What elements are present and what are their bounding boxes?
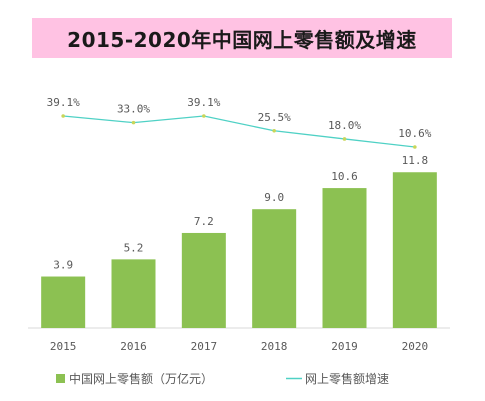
bar-value-label-2016: 5.2 [124, 241, 144, 254]
growth-point-2018 [272, 128, 276, 133]
growth-label-2020: 10.6% [398, 127, 431, 140]
x-tick-2018: 2018 [261, 340, 288, 353]
x-tick-2015: 2015 [50, 340, 77, 353]
line-series [61, 114, 417, 149]
chart-title: 2015-2020年中国网上零售额及增速 [67, 27, 417, 52]
legend-bar-swatch [56, 374, 65, 383]
legend: 中国网上零售额（万亿元） 网上零售额增速 [56, 371, 389, 386]
bar-2018 [252, 209, 297, 328]
bar-2017 [181, 232, 226, 328]
x-tick-2016: 2016 [120, 340, 147, 353]
growth-point-2019 [342, 137, 347, 141]
bar-series [41, 172, 437, 328]
bar-2019 [322, 188, 367, 328]
growth-point-2017 [202, 114, 206, 118]
chart-title-banner: 2015-2020年中国网上零售额及增速 [32, 18, 452, 58]
growth-point-2020 [413, 145, 417, 149]
bar-value-labels: 3.9 5.2 7.2 9.0 10.6 11.8 [53, 154, 428, 271]
bar-2015 [41, 276, 86, 328]
growth-point-2015 [61, 114, 65, 118]
bar-2016 [111, 259, 156, 328]
x-tick-labels: 2015 2016 2017 2018 2019 2020 [50, 340, 428, 353]
bar-value-label-2018: 9.0 [264, 191, 284, 204]
growth-point-2016 [131, 120, 136, 125]
bar-value-label-2017: 7.2 [194, 215, 214, 228]
bar-value-label-2015: 3.9 [53, 259, 73, 272]
x-tick-2019: 2019 [331, 340, 358, 353]
growth-line [63, 115, 415, 148]
x-tick-2020: 2020 [402, 340, 429, 353]
legend-line-label: 网上零售额增速 [305, 371, 389, 386]
line-value-labels: 39.1% 33.0% 39.1% 25.5% 18.0% 10.6% [47, 96, 432, 140]
growth-label-2016: 33.0% [117, 103, 150, 116]
bar-value-label-2019: 10.6 [331, 170, 358, 183]
legend-bar-label: 中国网上零售额（万亿元） [69, 371, 213, 386]
growth-label-2019: 18.0% [328, 119, 361, 132]
growth-label-2018: 25.5% [258, 111, 291, 124]
x-tick-2017: 2017 [191, 340, 218, 353]
bar-2020 [392, 172, 437, 328]
bar-value-label-2020: 11.8 [402, 154, 429, 167]
growth-label-2015: 39.1% [47, 96, 80, 109]
growth-label-2017: 39.1% [187, 96, 220, 109]
